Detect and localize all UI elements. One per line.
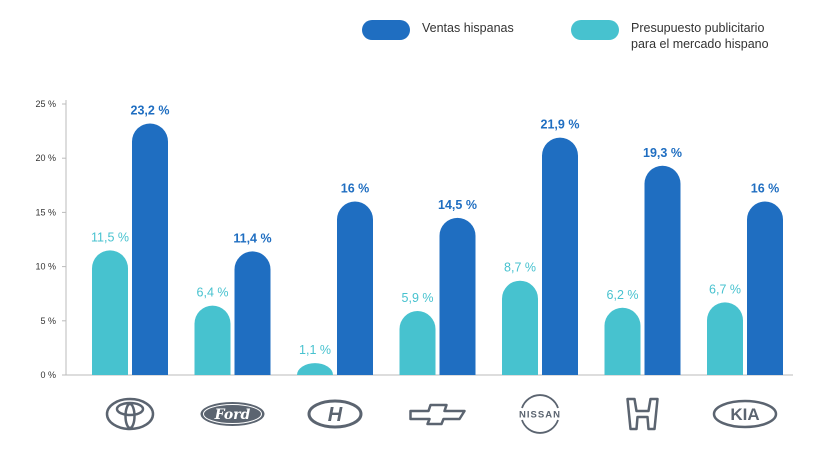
bar-presupuesto-chevrolet (399, 311, 436, 375)
legend-presupuesto-label-line2: para el mercado hispano (631, 37, 769, 51)
data-label-presupuesto: 6,4 % (197, 286, 229, 300)
data-label-presupuesto: 8,7 % (504, 261, 536, 275)
data-label-presupuesto: 6,2 % (607, 288, 639, 302)
bar-ventas-ford (234, 251, 271, 375)
ford-logo-icon: Ford (200, 402, 265, 426)
bar-ventas-kia (747, 201, 783, 375)
bar-presupuesto-kia (707, 302, 743, 375)
data-label-ventas: 14,5 % (438, 198, 477, 212)
svg-text:Ford: Ford (214, 407, 251, 423)
y-tick-label: 10 % (35, 262, 56, 272)
kia-logo-icon: KIA (712, 399, 778, 429)
data-label-ventas: 11,4 % (233, 231, 271, 245)
data-label-ventas: 23,2 % (131, 104, 170, 118)
bar-ventas-toyota (132, 123, 168, 376)
legend-ventas: Ventas hispanas (362, 20, 514, 40)
bar-presupuesto-ford (194, 305, 231, 375)
hyundai-logo-icon: H (307, 399, 363, 429)
data-label-presupuesto: 1,1 % (299, 343, 331, 357)
bar-ventas-hyundai (337, 201, 373, 375)
data-label-presupuesto: 5,9 % (402, 291, 434, 305)
data-label-ventas: 16 % (751, 182, 780, 196)
data-label-ventas: 16 % (341, 182, 370, 196)
bar-presupuesto-toyota (92, 250, 128, 375)
bar-ventas-nissan (542, 137, 578, 375)
honda-logo-icon (626, 397, 659, 431)
bar-presupuesto-honda (604, 307, 641, 375)
legend-presupuesto-swatch (571, 20, 619, 40)
y-tick-label: 0 % (40, 370, 56, 380)
legend-presupuesto-label: Presupuesto publicitario para el mercado… (631, 20, 769, 52)
svg-text:KIA: KIA (730, 405, 759, 424)
y-tick-label: 20 % (35, 153, 56, 163)
bar-presupuesto-hyundai (297, 363, 333, 375)
bar-ventas-chevrolet (439, 217, 476, 375)
y-tick-label: 25 % (35, 99, 56, 109)
svg-text:NISSAN: NISSAN (519, 410, 561, 421)
y-tick-label: 15 % (35, 207, 56, 217)
data-label-ventas: 19,3 % (643, 146, 682, 160)
chevrolet-logo-icon (409, 403, 466, 426)
legend-ventas-swatch (362, 20, 410, 40)
toyota-logo-icon (105, 397, 155, 431)
svg-text:H: H (328, 404, 343, 426)
legend-presupuesto-label-line1: Presupuesto publicitario (631, 21, 765, 35)
y-tick-label: 5 % (40, 316, 56, 326)
data-label-presupuesto: 11,5 % (91, 230, 129, 244)
data-label-ventas: 21,9 % (541, 118, 580, 132)
data-label-presupuesto: 6,7 % (709, 282, 741, 296)
bar-presupuesto-nissan (502, 280, 538, 375)
legend-presupuesto: Presupuesto publicitario para el mercado… (571, 20, 769, 52)
bar-ventas-honda (644, 165, 681, 375)
legend-ventas-label: Ventas hispanas (422, 21, 514, 35)
nissan-logo-icon: NISSAN (519, 394, 561, 434)
